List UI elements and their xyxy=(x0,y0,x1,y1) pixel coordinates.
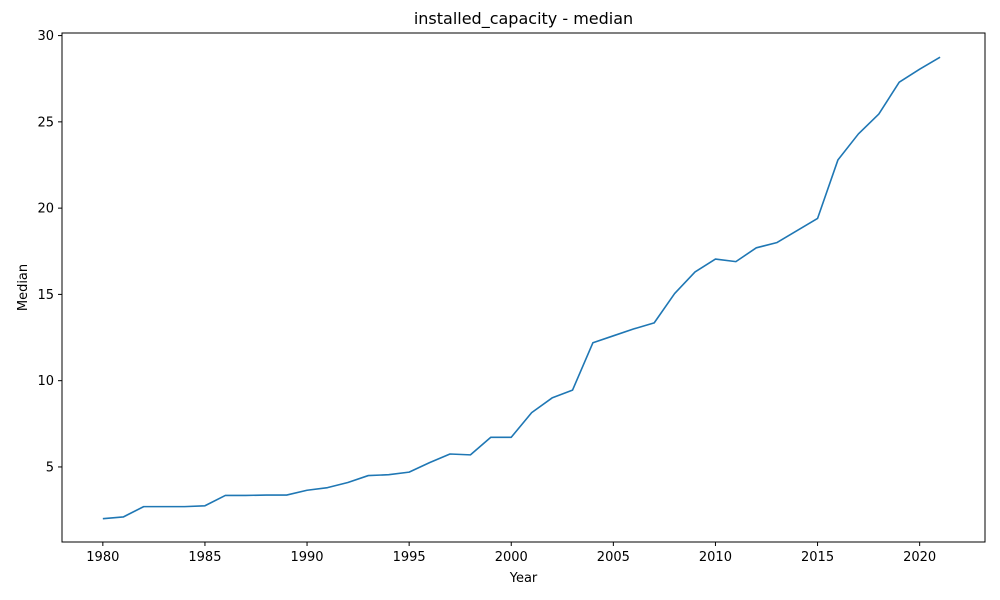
x-tick-label: 1980 xyxy=(86,550,119,565)
x-tick-label: 1985 xyxy=(188,550,221,565)
y-axis-ticks: 5 10 15 20 25 30 xyxy=(37,29,62,475)
y-tick-label: 30 xyxy=(37,29,54,44)
series-line xyxy=(102,56,941,520)
x-tick-label: 2000 xyxy=(495,550,528,565)
x-axis-ticks: 1980 1985 1990 1995 2000 2005 2010 2015 2020 xyxy=(86,542,936,565)
plot-area xyxy=(102,56,941,520)
chart-title: installed_capacity - median xyxy=(414,9,633,29)
y-tick-label: 15 xyxy=(37,288,54,303)
x-axis-label: Year xyxy=(509,571,538,586)
x-tick-label: 1995 xyxy=(393,550,426,565)
x-tick-label: 2005 xyxy=(597,550,630,565)
y-axis-label: Median xyxy=(16,264,31,311)
y-tick-label: 25 xyxy=(37,115,54,130)
y-tick-label: 5 xyxy=(46,460,54,475)
x-tick-label: 1990 xyxy=(290,550,323,565)
y-tick-label: 10 xyxy=(37,374,54,389)
x-tick-label: 2015 xyxy=(801,550,834,565)
x-tick-label: 2010 xyxy=(699,550,732,565)
axes-frame xyxy=(61,32,986,543)
x-tick-label: 2020 xyxy=(903,550,936,565)
y-tick-label: 20 xyxy=(37,202,54,217)
